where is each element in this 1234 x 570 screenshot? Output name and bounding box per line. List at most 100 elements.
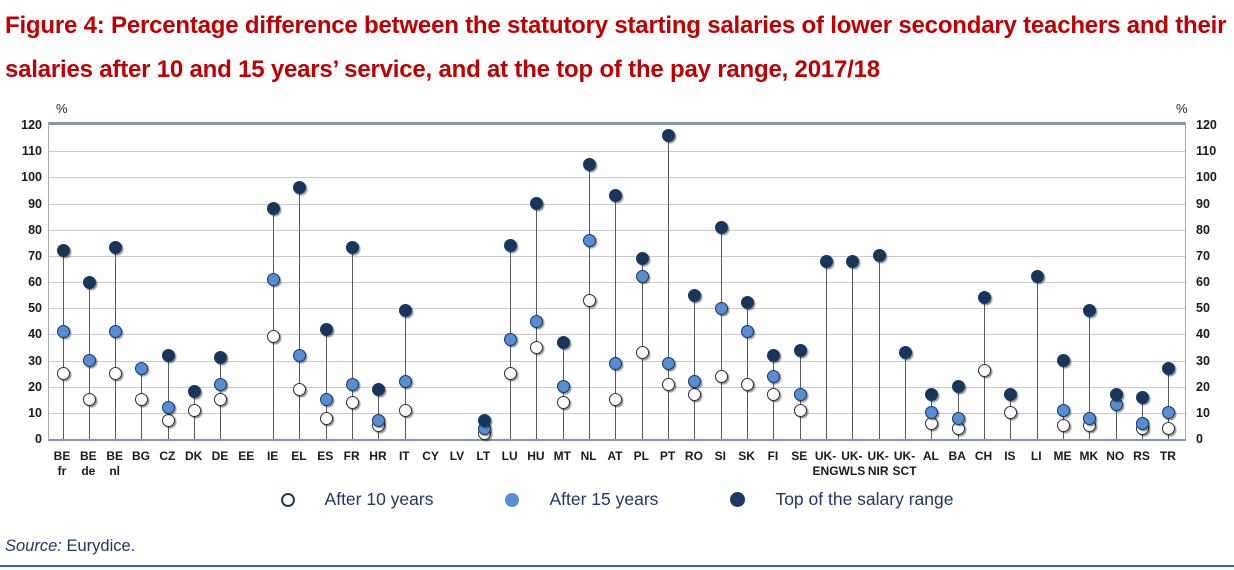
x-axis-category-label: SI [699, 449, 741, 464]
data-point-after-15-years [109, 325, 123, 339]
category-code: HR [369, 449, 387, 463]
data-point-after-10-years [267, 330, 281, 344]
legend-item-after-15-years: After 15 years [505, 489, 658, 510]
data-point-top-of-salary-range [688, 288, 702, 302]
category-code: MT [553, 449, 571, 463]
x-axis-category-label: AL [910, 449, 952, 464]
category-code: UK- [814, 449, 837, 463]
category-code: HU [527, 449, 545, 463]
x-axis-category-label: LT [462, 449, 504, 464]
category-subcode: SCT [892, 464, 917, 478]
data-point-after-15-years [267, 272, 281, 286]
data-point-top-of-salary-range [662, 128, 676, 142]
data-point-top-of-salary-range [398, 304, 412, 318]
open-circle-marker-icon [280, 492, 295, 507]
stem-line [1036, 276, 1038, 439]
stem-line [905, 352, 907, 439]
category-subcode: de [81, 464, 96, 478]
data-point-after-10-years [109, 367, 123, 381]
y-tick-label-left: 60 [28, 275, 42, 289]
stem-line [115, 247, 117, 439]
data-point-after-15-years [714, 301, 728, 315]
x-axis-category-label: HU [515, 449, 557, 464]
y-tick-label-left: 40 [28, 327, 42, 342]
y-tick-label-left: 30 [28, 353, 42, 368]
category-code: DK [184, 449, 203, 463]
data-point-top-of-salary-range [1030, 270, 1044, 284]
blue-circle-marker-icon [505, 492, 520, 507]
stem-line [615, 195, 617, 439]
y-tick-label-right: 20 [1196, 379, 1210, 394]
data-point-after-10-years [504, 367, 518, 381]
data-point-after-10-years [82, 393, 96, 407]
data-point-after-10-years [741, 377, 755, 391]
x-axis-category-label: LI [1015, 449, 1057, 464]
y-tick-label-left: 20 [28, 379, 42, 394]
category-code: BE [53, 449, 71, 463]
data-point-after-10-years [398, 403, 412, 417]
data-point-top-of-salary-range [714, 220, 728, 234]
category-code: SK [738, 449, 755, 463]
data-point-top-of-salary-range [161, 348, 175, 362]
gridline [49, 282, 1185, 283]
category-subcode: ENG [812, 464, 839, 478]
category-code: LI [1030, 449, 1042, 463]
category-subcode: fr [57, 464, 67, 478]
data-point-top-of-salary-range [951, 380, 965, 394]
navy-circle-marker-icon [730, 492, 746, 507]
category-code: ME [1053, 449, 1072, 463]
y-tick-label-left: 90 [28, 196, 42, 211]
data-point-after-15-years [925, 406, 939, 420]
data-point-top-of-salary-range [267, 202, 281, 216]
stem-line [668, 135, 670, 439]
data-point-top-of-salary-range [293, 181, 307, 195]
y-tick-label-left: 10 [28, 405, 42, 420]
category-code: UK- [867, 449, 889, 463]
x-axis-category-label: CZ [146, 449, 188, 464]
category-code: TR [1159, 449, 1176, 463]
x-axis-category-label: LU [489, 449, 531, 464]
category-code: BG [131, 449, 150, 463]
data-point-top-of-salary-range [188, 385, 202, 399]
data-point-after-10-years [319, 411, 333, 425]
x-axis-category-label: BA [936, 449, 978, 464]
bottom-divider-line [0, 565, 1234, 567]
category-code: SE [791, 449, 808, 463]
data-point-after-15-years [662, 356, 676, 370]
stem-line [299, 187, 301, 439]
x-axis-category-label: MT [541, 449, 583, 464]
y-tick-label-right: 80 [1196, 222, 1210, 237]
data-point-after-10-years [135, 393, 149, 407]
x-axis-category-label: DE [199, 449, 241, 464]
data-point-after-15-years [82, 354, 96, 367]
data-point-after-15-years [1162, 406, 1176, 420]
source-value: Eurydice. [66, 537, 136, 555]
plot-inner [49, 125, 1185, 441]
category-code: LT [476, 449, 491, 463]
x-axis-category-label: BG [120, 449, 162, 464]
data-point-top-of-salary-range [1057, 354, 1071, 367]
category-code: RS [1133, 449, 1150, 463]
x-axis-category-label: NL [568, 449, 610, 464]
data-point-top-of-salary-range [1004, 388, 1018, 402]
data-point-after-15-years [609, 356, 623, 370]
x-axis-category-label: PL [620, 449, 662, 464]
data-point-top-of-salary-range [372, 382, 386, 396]
data-point-after-10-years [556, 395, 570, 409]
data-point-top-of-salary-range [504, 238, 518, 252]
data-point-after-15-years [556, 380, 570, 394]
gridline [49, 386, 1185, 388]
stem-line [826, 261, 828, 439]
y-tick-label-left: 110 [21, 144, 42, 159]
x-axis-category-label: ME [1042, 449, 1084, 464]
x-axis-category-label: AT [594, 449, 636, 464]
data-point-after-15-years [346, 377, 360, 391]
legend-label: Top of the salary range [775, 489, 954, 509]
category-code: EL [291, 449, 307, 463]
data-point-after-15-years [1136, 416, 1150, 430]
x-axis-category-label: UK- NIR [857, 449, 899, 479]
x-axis-category-label: RO [673, 449, 715, 464]
y-tick-label-right: 40 [1196, 327, 1210, 342]
data-point-after-10-years [978, 364, 992, 378]
data-point-after-10-years [1057, 419, 1071, 433]
